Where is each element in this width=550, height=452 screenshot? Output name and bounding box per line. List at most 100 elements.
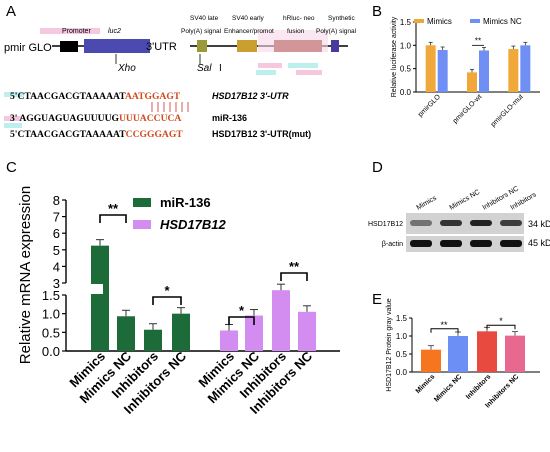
c-bar: [220, 330, 238, 351]
e-bar: [448, 336, 468, 372]
panel-a: A pmir GLO Promoter luc2 SV40 late Poly(…: [4, 3, 357, 140]
decor-highlight: [4, 123, 22, 128]
decor-highlight: [4, 92, 24, 97]
c-bar: [245, 315, 263, 351]
decor-highlight: [256, 70, 276, 75]
b-legend-mimics-nc: Mimics NC: [483, 17, 522, 26]
b-bar: [425, 45, 436, 92]
synthetic-box: [331, 40, 339, 52]
b-bar: [467, 72, 477, 92]
b-y-tick-label: 0.5: [400, 65, 412, 74]
seq1: 5'CTAACGACGTAAAAATAATGGAGT: [10, 91, 181, 102]
c-legend-mir136: miR-136: [160, 195, 211, 210]
promoter-box: [60, 41, 78, 52]
e-y-tick-label: 1.5: [396, 314, 408, 323]
d-row-label-actin: β-actin: [382, 241, 403, 248]
e-bar: [505, 335, 525, 372]
b-sig-star: **: [475, 36, 481, 45]
d-band-hsd17b12: [440, 220, 462, 226]
c-y-tick-label: 1.5: [42, 288, 60, 303]
b-legend-mimics: Mimics: [427, 17, 452, 26]
sal-suffix: I: [219, 63, 222, 74]
panel-letter-c: C: [6, 159, 17, 176]
decor-highlight: [296, 70, 322, 75]
e-sig-bracket: [486, 324, 516, 330]
panel-letter-d: D: [372, 159, 383, 176]
b-bar: [508, 49, 519, 92]
c-y-tick-label: 6: [53, 226, 60, 241]
panel-letter-a: A: [6, 3, 16, 20]
b-bar: [437, 50, 448, 92]
b-y-tick-label: 1.0: [400, 41, 412, 50]
c-y-tick-label: 5: [53, 243, 60, 258]
decor-highlight: [40, 28, 100, 34]
decor-highlight: [4, 116, 22, 121]
c-bar: [298, 311, 316, 351]
e-bar: [421, 349, 441, 372]
label-sv40-early-1: SV40 early: [232, 15, 265, 22]
c-bar: [172, 313, 190, 351]
d-band-hsd17b12: [470, 220, 492, 226]
e-sig-star: *: [499, 316, 503, 326]
e-y-axis-label: HSD17B12 Protein gray value: [386, 298, 393, 391]
d-band-hsd17b12: [500, 220, 522, 226]
label-sv40-early-2: Enhancer/promot: [224, 28, 274, 35]
decor-highlight: [258, 63, 282, 68]
panel-d: D Mimics Mimics NC Inhibitors NCInhibitors…: [368, 159, 550, 252]
label-hrluc-2: fusion: [287, 28, 305, 35]
c-sig-star: *: [164, 283, 170, 298]
label-synthetic-2: Poly(A) signal: [316, 28, 357, 35]
seq1-label: HSD17B12 3'-UTR: [212, 91, 289, 101]
e-bar: [477, 331, 497, 372]
c-axis-break: [63, 284, 103, 294]
b-y-axis-label: Relative luciferase activity: [391, 16, 398, 97]
b-y-tick-label: 0.0: [400, 88, 412, 97]
c-y-tick-label: 1.0: [42, 307, 60, 322]
luc2-box: [84, 39, 150, 53]
c-sig-star: **: [289, 259, 300, 274]
c-y-tick-label: 3: [53, 276, 60, 291]
c-legend-swatch-mir136: [133, 198, 151, 207]
b-x-tick-label: pmirGLO-wt: [452, 93, 484, 125]
pairing-ticks: [151, 102, 189, 112]
label-promoter: Promoter: [62, 28, 91, 35]
d-row-label-hsd17b12: HSD17B12: [368, 221, 403, 228]
label-sv40-late-1: SV40 late: [190, 15, 219, 22]
d-blot-actin: [406, 236, 524, 252]
panel-letter-b: B: [372, 3, 382, 20]
c-y-tick-label: 7: [53, 210, 60, 225]
d-lane-label: Mimics: [416, 195, 439, 212]
xho-label: Xho: [117, 63, 136, 74]
label-sv40-late-2: Poly(A) signal: [181, 28, 222, 35]
c-sig-star: **: [108, 201, 119, 216]
construct-name: pmir GLO: [4, 42, 52, 54]
d-size-45: 45 kD: [528, 238, 550, 248]
e-x-tick-label: Mimics NC: [433, 373, 463, 403]
decor-highlight: [258, 30, 328, 52]
decor-highlight: [288, 63, 318, 68]
label-hrluc-1: hRluc- neo: [283, 15, 315, 22]
c-sig-bracket: [152, 296, 182, 305]
b-bar: [520, 45, 531, 92]
c-y-tick-label: 0.0: [42, 344, 60, 359]
panel-letter-e: E: [372, 291, 382, 308]
sv40-early-box: [237, 40, 257, 52]
b-y-tick-label: 1.5: [400, 18, 412, 27]
c-y-tick-label: 0.5: [42, 325, 60, 340]
label-synthetic-1: Synthetic: [328, 15, 355, 22]
label-luc2: luc2: [108, 28, 121, 35]
c-bar: [272, 290, 290, 351]
seq2-label: miR-136: [212, 113, 247, 123]
sv40-late-box: [197, 40, 207, 52]
e-sig-star: **: [440, 320, 448, 330]
c-y-tick-label: 8: [53, 193, 60, 208]
b-x-tick-label: pmirGLO-mut: [490, 93, 525, 128]
c-bar: [91, 245, 109, 351]
c-y-tick-label: 4: [53, 259, 60, 274]
d-band-actin: [440, 240, 462, 247]
e-y-tick-label: 0.0: [396, 368, 408, 377]
utr-label: 3'UTR: [146, 41, 177, 53]
